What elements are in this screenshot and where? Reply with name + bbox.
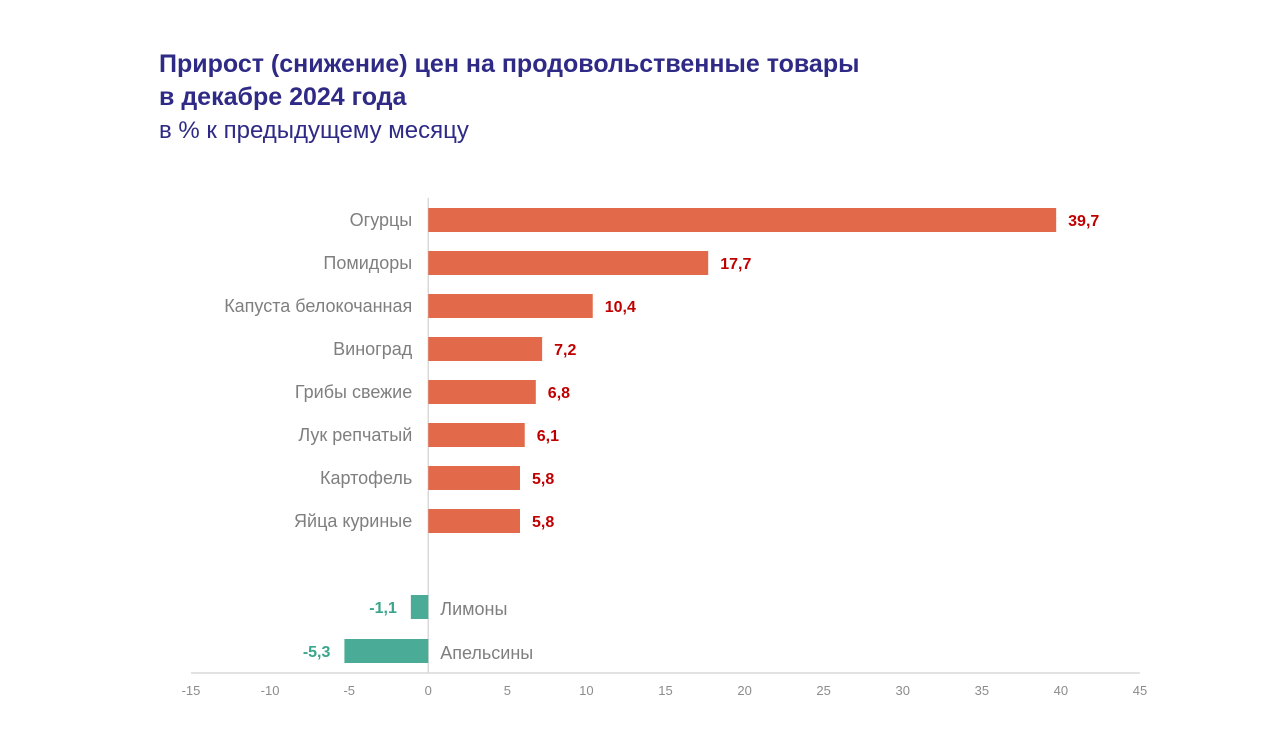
value-label: 5,8 (532, 471, 554, 488)
x-tick-label: -15 (182, 683, 201, 698)
x-tick-label: 10 (579, 683, 593, 698)
chart-title-line-2: в декабре 2024 года (159, 83, 407, 111)
value-label: 7,2 (554, 342, 576, 359)
x-tick-label: -10 (261, 683, 280, 698)
bar (428, 380, 536, 404)
x-tick-label: 0 (425, 683, 432, 698)
category-label: Огурцы (350, 210, 413, 230)
bar (428, 509, 520, 533)
category-label: Лимоны (440, 599, 507, 619)
value-label: 5,8 (532, 514, 554, 531)
bar (428, 208, 1057, 232)
value-label: 6,1 (537, 428, 559, 445)
x-tick-label: 20 (737, 683, 751, 698)
value-label: 17,7 (720, 256, 751, 273)
value-label: -5,3 (303, 644, 331, 661)
value-label: 6,8 (548, 385, 570, 402)
bar (428, 337, 543, 361)
x-tick-label: 30 (896, 683, 910, 698)
category-label: Помидоры (323, 253, 412, 273)
value-label: -1,1 (369, 600, 397, 617)
category-label: Капуста белокочанная (224, 296, 412, 316)
chart-title-block: Прирост (снижение) цен на продовольствен… (159, 48, 859, 147)
x-tick-label: 45 (1133, 683, 1147, 698)
category-label: Грибы свежие (295, 382, 412, 402)
category-label: Виноград (333, 339, 413, 359)
x-tick-label: 15 (658, 683, 672, 698)
x-tick-label: 25 (816, 683, 830, 698)
value-label: 39,7 (1068, 213, 1099, 230)
category-label: Апельсины (440, 643, 533, 663)
x-tick-label: 35 (975, 683, 989, 698)
category-label: Картофель (320, 468, 412, 488)
bar (428, 423, 525, 447)
chart-subtitle: в % к предыдущему месяцу (159, 117, 469, 144)
x-tick-label: 40 (1054, 683, 1068, 698)
value-label: 10,4 (605, 299, 636, 316)
bar (344, 639, 429, 663)
category-label: Яйца куриные (294, 511, 412, 531)
x-tick-label: 5 (504, 683, 511, 698)
x-tick-label: -5 (343, 683, 355, 698)
bar (428, 251, 709, 275)
chart-title-line-1: Прирост (снижение) цен на продовольствен… (159, 50, 860, 78)
bar (410, 595, 429, 619)
bar (428, 294, 593, 318)
category-label: Лук репчатый (298, 425, 412, 445)
bar (428, 466, 520, 490)
